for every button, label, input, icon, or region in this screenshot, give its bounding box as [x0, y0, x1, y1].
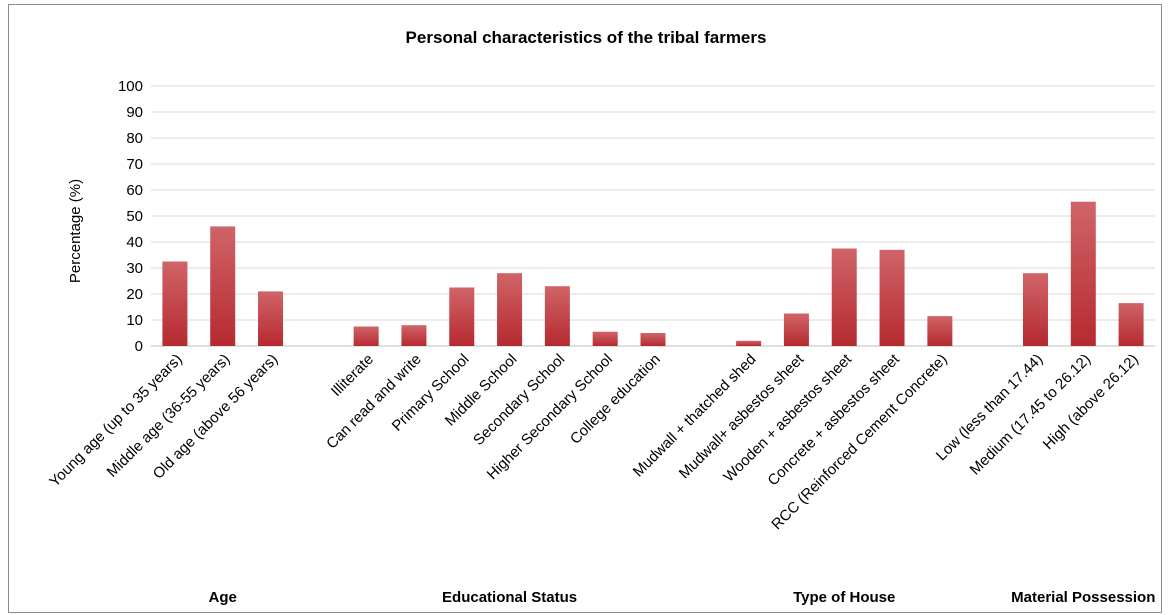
bar: [353, 326, 379, 346]
bar: [449, 287, 475, 346]
bar: [592, 331, 618, 346]
x-category-label: High (above 26.12): [1040, 351, 1142, 453]
bar: [736, 340, 762, 346]
y-tick-label: 100: [118, 78, 143, 95]
y-tick-label: 10: [126, 312, 143, 329]
y-tick-label: 40: [126, 234, 143, 251]
bar: [401, 325, 427, 346]
chart-title: Personal characteristics of the tribal f…: [406, 28, 767, 47]
bar: [210, 226, 236, 346]
group-label: Material Possession: [1011, 589, 1155, 606]
bar: [831, 248, 857, 346]
y-tick-label: 90: [126, 104, 143, 121]
bar: [927, 316, 953, 346]
bar: [640, 333, 666, 346]
y-tick-label: 80: [126, 130, 143, 147]
bar: [544, 286, 570, 346]
bar: [783, 313, 809, 346]
x-category-label: Secondary School: [470, 351, 568, 449]
x-category-label: College education: [567, 351, 664, 448]
y-tick-label: 0: [135, 338, 143, 355]
y-tick-label: 50: [126, 208, 143, 225]
bar-chart: Personal characteristics of the tribal f…: [46, 28, 1155, 606]
chart-frame: Personal characteristics of the tribal f…: [8, 4, 1162, 613]
y-tick-label: 60: [126, 182, 143, 199]
bar: [162, 261, 188, 346]
y-tick-label: 30: [126, 260, 143, 277]
bar: [1070, 201, 1096, 346]
y-axis-label: Percentage (%): [67, 179, 84, 283]
group-label: Educational Status: [442, 589, 577, 606]
x-category-label: RCC (Reinforced Cement Concrete): [768, 351, 950, 533]
y-tick-label: 70: [126, 156, 143, 173]
group-label: Age: [209, 589, 237, 606]
group-label: Type of House: [793, 589, 895, 606]
bar: [1022, 273, 1048, 346]
bar: [258, 291, 284, 346]
bar: [497, 273, 523, 346]
bar: [1118, 303, 1144, 346]
bar: [879, 249, 905, 346]
y-tick-label: 20: [126, 286, 143, 303]
